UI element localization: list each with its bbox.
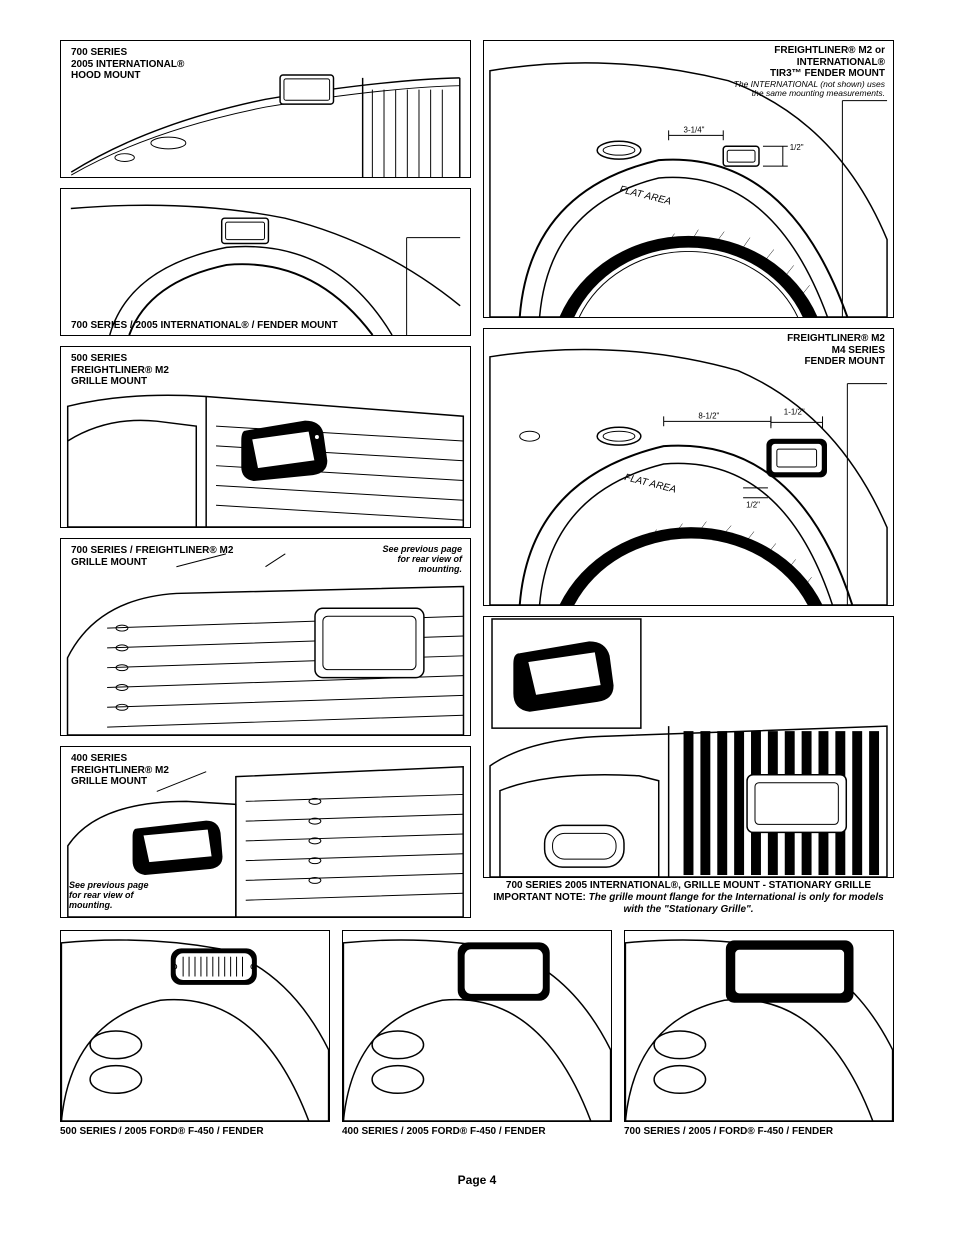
panel-700-ford: 700 SERIES / 2005 / FORD® F-450 / FENDER [624,930,894,1137]
panel-500-ford: 500 SERIES / 2005 FORD® F-450 / FENDER [60,930,330,1137]
panel-stationary-wrap: 700 SERIES 2005 INTERNATIONAL®, GRILLE M… [483,616,894,916]
panel-700-grille: 700 SERIES / FREIGHTLINER® M2GRILLE MOUN… [60,538,471,736]
panel-400-ford: 400 SERIES / 2005 FORD® F-450 / FENDER [342,930,612,1137]
dim-text: 1/2" [790,143,804,152]
panel-subnote: The INTERNATIONAL (not shown) usesthe sa… [734,80,885,100]
panel-stationary-grille [483,616,894,878]
panel-title: 500 SERIESFREIGHTLINER® M2GRILLE MOUNT [71,353,169,388]
caption-title: 700 SERIES 2005 INTERNATIONAL®, GRILLE M… [506,880,871,891]
illustration-intl-fender [61,189,470,335]
illustration-m4: 8-1/2" 1-1/2" 1/2" FLAT AREA [484,329,893,605]
page-grid: 700 SERIES2005 INTERNATIONAL®HOOD MOUNT … [60,40,894,1187]
dim-text: 1-1/2" [784,407,805,416]
bottom-row: 500 SERIES / 2005 FORD® F-450 / FENDER 4… [60,930,894,1137]
left-column: 700 SERIES2005 INTERNATIONAL®HOOD MOUNT … [60,40,471,918]
panel-caption: 700 SERIES 2005 INTERNATIONAL®, GRILLE M… [483,880,894,916]
illustration-stationary [484,617,893,877]
dim-text: 3-1/4" [684,125,705,134]
illustration-400-ford [343,931,611,1121]
flat-area-text: FLAT AREA [623,472,677,496]
panel-note: See previous pagefor rear view ofmountin… [69,881,149,911]
page-number: Page 4 [60,1173,894,1187]
panel-700-hood-mount: 700 SERIES2005 INTERNATIONAL®HOOD MOUNT [60,40,471,178]
panel-caption: 500 SERIES / 2005 FORD® F-450 / FENDER [60,1126,330,1137]
dim-text: 1/2" [746,501,760,510]
panel-title: 700 SERIES2005 INTERNATIONAL®HOOD MOUNT [71,47,184,82]
panel-title: FREIGHTLINER® M2 orINTERNATIONAL®TIR3™ F… [734,45,885,99]
panel-title: FREIGHTLINER® M2M4 SERIESFENDER MOUNT [787,333,885,368]
panel-caption: 700 SERIES / 2005 / FORD® F-450 / FENDER [624,1126,894,1137]
illustration-700-ford [625,931,893,1121]
panel-m4-fender: FREIGHTLINER® M2M4 SERIESFENDER MOUNT [483,328,894,606]
right-column: FREIGHTLINER® M2 orINTERNATIONAL®TIR3™ F… [483,40,894,918]
panel-tir3-fender: FREIGHTLINER® M2 orINTERNATIONAL®TIR3™ F… [483,40,894,318]
dim-text: 8-1/2" [698,411,719,420]
panel-500-grille: 500 SERIESFREIGHTLINER® M2GRILLE MOUNT [60,346,471,528]
title-text: FREIGHTLINER® M2 orINTERNATIONAL®TIR3™ F… [770,45,885,79]
panel-400-grille: 400 SERIESFREIGHTLINER® M2GRILLE MOUNT S… [60,746,471,918]
panel-caption: 700 SERIES / 2005 INTERNATIONAL® / FENDE… [71,320,460,332]
flat-area-text: FLAT AREA [618,184,672,208]
caption-note-label: IMPORTANT NOTE: [493,892,588,903]
panel-title: 700 SERIES / FREIGHTLINER® M2GRILLE MOUN… [71,545,233,568]
panel-title: 400 SERIESFREIGHTLINER® M2GRILLE MOUNT [71,753,169,788]
panel-caption: 400 SERIES / 2005 FORD® F-450 / FENDER [342,1126,612,1137]
illustration-500-ford [61,931,329,1121]
panel-700-intl-fender: 700 SERIES / 2005 INTERNATIONAL® / FENDE… [60,188,471,336]
caption-note-body: The grille mount flange for the Internat… [589,892,884,915]
panel-note: See previous pagefor rear view ofmountin… [382,545,462,575]
